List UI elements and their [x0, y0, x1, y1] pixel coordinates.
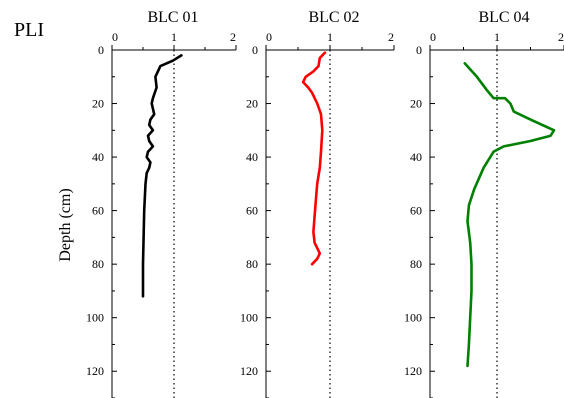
x-tick-label: 1	[494, 30, 500, 44]
y-tick-label: 60	[410, 204, 422, 218]
x-tick-label: 1	[327, 30, 333, 44]
y-tick-label: 120	[86, 364, 104, 378]
y-tick-label: 40	[92, 150, 104, 164]
y-tick-label: 0	[252, 43, 258, 57]
y-tick-label: 80	[410, 257, 422, 271]
y-tick-label: 120	[240, 364, 258, 378]
x-tick-label: 0	[430, 30, 436, 44]
x-tick-label: 0	[266, 30, 272, 44]
y-tick-label: 40	[246, 150, 258, 164]
y-tick-label: 80	[246, 257, 258, 271]
y-tick-label: 120	[404, 364, 422, 378]
y-tick-label: 20	[92, 97, 104, 111]
panel-title: BLC 04	[478, 9, 529, 26]
y-tick-label: 0	[416, 43, 422, 57]
y-tick-label: 100	[86, 311, 104, 325]
y-tick-label: 20	[410, 97, 422, 111]
x-tick-label: 0	[112, 30, 118, 44]
series-line	[301, 51, 327, 266]
x-tick-label: 2	[558, 30, 564, 44]
y-tick-label: 40	[410, 150, 422, 164]
y-tick-label: 100	[404, 311, 422, 325]
y-tick-label: 20	[246, 97, 258, 111]
y-tick-label: 60	[92, 204, 104, 218]
x-tick-label: 1	[171, 30, 177, 44]
panel-title: BLC 02	[308, 9, 359, 26]
y-tick-label: 100	[240, 311, 258, 325]
y-tick-label: 60	[246, 204, 258, 218]
panel-title: BLC 01	[147, 9, 198, 26]
x-tick-label: 2	[388, 30, 394, 44]
y-axis-label: Depth (cm)	[57, 188, 74, 261]
y-tick-label: 0	[98, 43, 104, 57]
series-line	[141, 54, 183, 298]
y-tick-label: 80	[92, 257, 104, 271]
x-tick-label: 2	[230, 30, 236, 44]
series-line	[463, 62, 556, 368]
pli-label: PLI	[14, 19, 44, 41]
